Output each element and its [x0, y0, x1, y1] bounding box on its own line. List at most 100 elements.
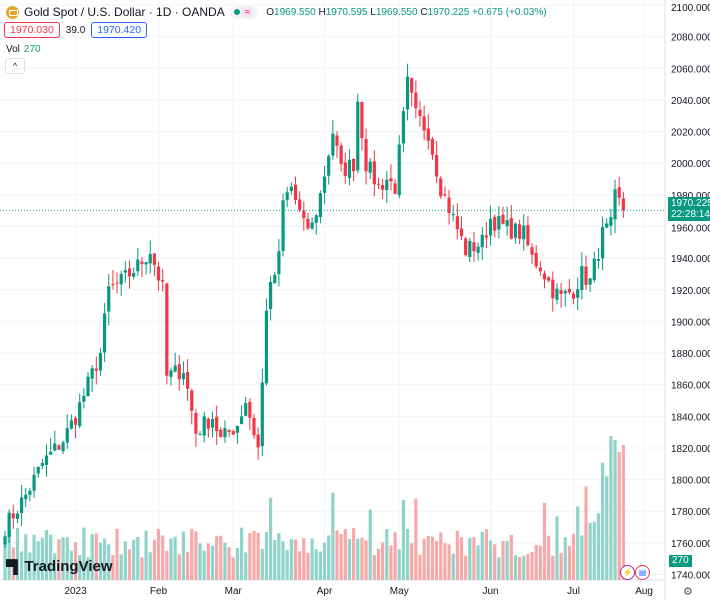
candle-body: [513, 223, 518, 238]
candle-body: [393, 183, 397, 194]
volume-bar: [505, 541, 509, 580]
volume-bar: [443, 543, 447, 580]
y-tick-label: 1980.000: [671, 191, 710, 202]
us-flag-icon[interactable]: ▤: [635, 565, 650, 580]
candle-body: [111, 284, 115, 286]
lightning-icon[interactable]: ⚡: [620, 565, 635, 580]
volume-bar: [90, 534, 94, 580]
candle-body: [343, 162, 347, 176]
volume-bar: [306, 552, 310, 580]
candle-body: [331, 133, 335, 156]
candle-body: [347, 159, 352, 179]
candle-body: [484, 235, 488, 238]
volume-bar: [621, 445, 625, 580]
y-tick-label: 1900.000: [671, 317, 710, 328]
volume-bar: [318, 551, 322, 580]
volume-bar: [269, 497, 273, 580]
volume-bar: [273, 540, 277, 580]
volume-bar: [127, 549, 132, 580]
volume-bar: [198, 543, 202, 580]
volume-bar: [186, 551, 190, 580]
candle-body: [472, 242, 476, 252]
candle-body: [576, 289, 580, 298]
volume-bar: [3, 535, 7, 580]
candle-body: [82, 395, 86, 402]
volume-bar: [364, 540, 368, 580]
volume-bar: [580, 535, 584, 580]
candle-body: [621, 198, 625, 211]
volume-bar: [472, 537, 476, 580]
y-tick-label: 1800.000: [671, 476, 710, 487]
volume-bar: [497, 557, 501, 580]
volume-bar: [352, 528, 356, 580]
candle-body: [447, 197, 451, 214]
volume-bar: [426, 535, 430, 580]
x-tick-label: Jun: [482, 586, 498, 597]
candle-body: [327, 155, 331, 176]
candle-body: [24, 494, 28, 500]
x-tick-label: Apr: [317, 586, 333, 597]
volume-bar: [177, 554, 181, 580]
y-tick-label: 2000.000: [671, 159, 710, 170]
y-tick-label: 2100.000: [671, 3, 710, 14]
sell-button[interactable]: 1970.030: [4, 22, 60, 38]
volume-bar: [57, 539, 61, 580]
symbol-title[interactable]: Gold Spot / U.S. Dollar · 1D · OANDA: [24, 5, 225, 19]
candle-body: [223, 428, 227, 438]
candle-body: [613, 189, 617, 220]
y-tick-label: 1880.000: [671, 349, 710, 360]
market-status[interactable]: ≈: [229, 5, 258, 19]
candle-body: [264, 310, 269, 384]
candle-body: [376, 183, 381, 185]
candle-body: [430, 139, 435, 155]
buy-button[interactable]: 1970.420: [91, 22, 148, 38]
candle-body: [127, 268, 132, 277]
candle-body: [314, 215, 318, 223]
candle-body: [360, 101, 364, 139]
candle-body: [144, 262, 148, 265]
volume-bar: [69, 550, 73, 580]
candle-body: [414, 92, 418, 108]
candle-body: [20, 497, 24, 513]
volume-bar: [414, 498, 418, 580]
volume-bar: [451, 553, 455, 580]
candle-body: [148, 254, 152, 264]
volume-bar: [165, 550, 169, 580]
volume-bar: [418, 554, 422, 580]
x-tick-label: Mar: [225, 586, 243, 597]
volume-bar: [547, 535, 551, 580]
candle-body: [605, 223, 609, 228]
volume-bar: [73, 542, 78, 580]
candle-body: [53, 443, 57, 451]
volume-bar: [82, 527, 86, 580]
volume-bar: [28, 552, 32, 580]
candle-body: [493, 216, 497, 231]
volume-bar: [439, 532, 443, 580]
volume-bar: [239, 527, 244, 580]
settings-icon[interactable]: ⚙: [683, 586, 693, 598]
volume-bar: [422, 538, 426, 580]
candle-body: [256, 434, 260, 448]
candle-body: [136, 259, 140, 272]
volume-bar: [372, 554, 376, 580]
trade-buttons: 1970.030 39.0 1970.420: [4, 22, 148, 38]
volume-bar: [605, 476, 609, 580]
volume-bar: [322, 542, 327, 580]
volume-bar: [98, 542, 103, 580]
candle-body: [609, 217, 613, 226]
candle-body: [526, 225, 530, 246]
y-tick-label: 2080.000: [671, 33, 710, 44]
candle-body: [617, 187, 621, 198]
collapse-legend-button[interactable]: ^: [5, 58, 25, 74]
spread: 39.0: [65, 24, 86, 36]
candle-body: [488, 218, 493, 236]
candle-body: [302, 210, 306, 219]
tradingview-logo[interactable]: ▀▌ TradingView: [6, 558, 113, 575]
candle-body: [306, 218, 310, 229]
volume-bar: [144, 530, 148, 580]
volume-bar: [592, 521, 596, 580]
tv-logo-icon: ▀▌: [6, 559, 22, 574]
volume-bar: [15, 527, 20, 580]
candle-body: [368, 161, 372, 173]
